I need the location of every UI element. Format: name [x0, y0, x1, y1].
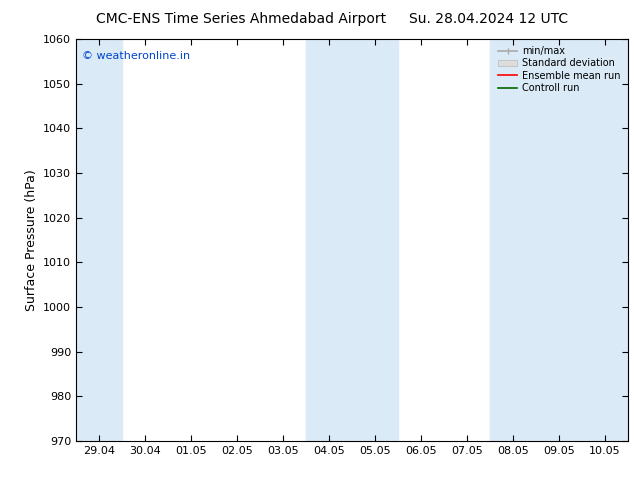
Bar — [76, 39, 122, 441]
Legend: min/max, Standard deviation, Ensemble mean run, Controll run: min/max, Standard deviation, Ensemble me… — [496, 44, 623, 95]
Bar — [489, 39, 628, 441]
Y-axis label: Surface Pressure (hPa): Surface Pressure (hPa) — [25, 169, 37, 311]
Bar — [306, 39, 398, 441]
Text: CMC-ENS Time Series Ahmedabad Airport: CMC-ENS Time Series Ahmedabad Airport — [96, 12, 386, 26]
Text: Su. 28.04.2024 12 UTC: Su. 28.04.2024 12 UTC — [409, 12, 567, 26]
Text: © weatheronline.in: © weatheronline.in — [82, 51, 190, 61]
